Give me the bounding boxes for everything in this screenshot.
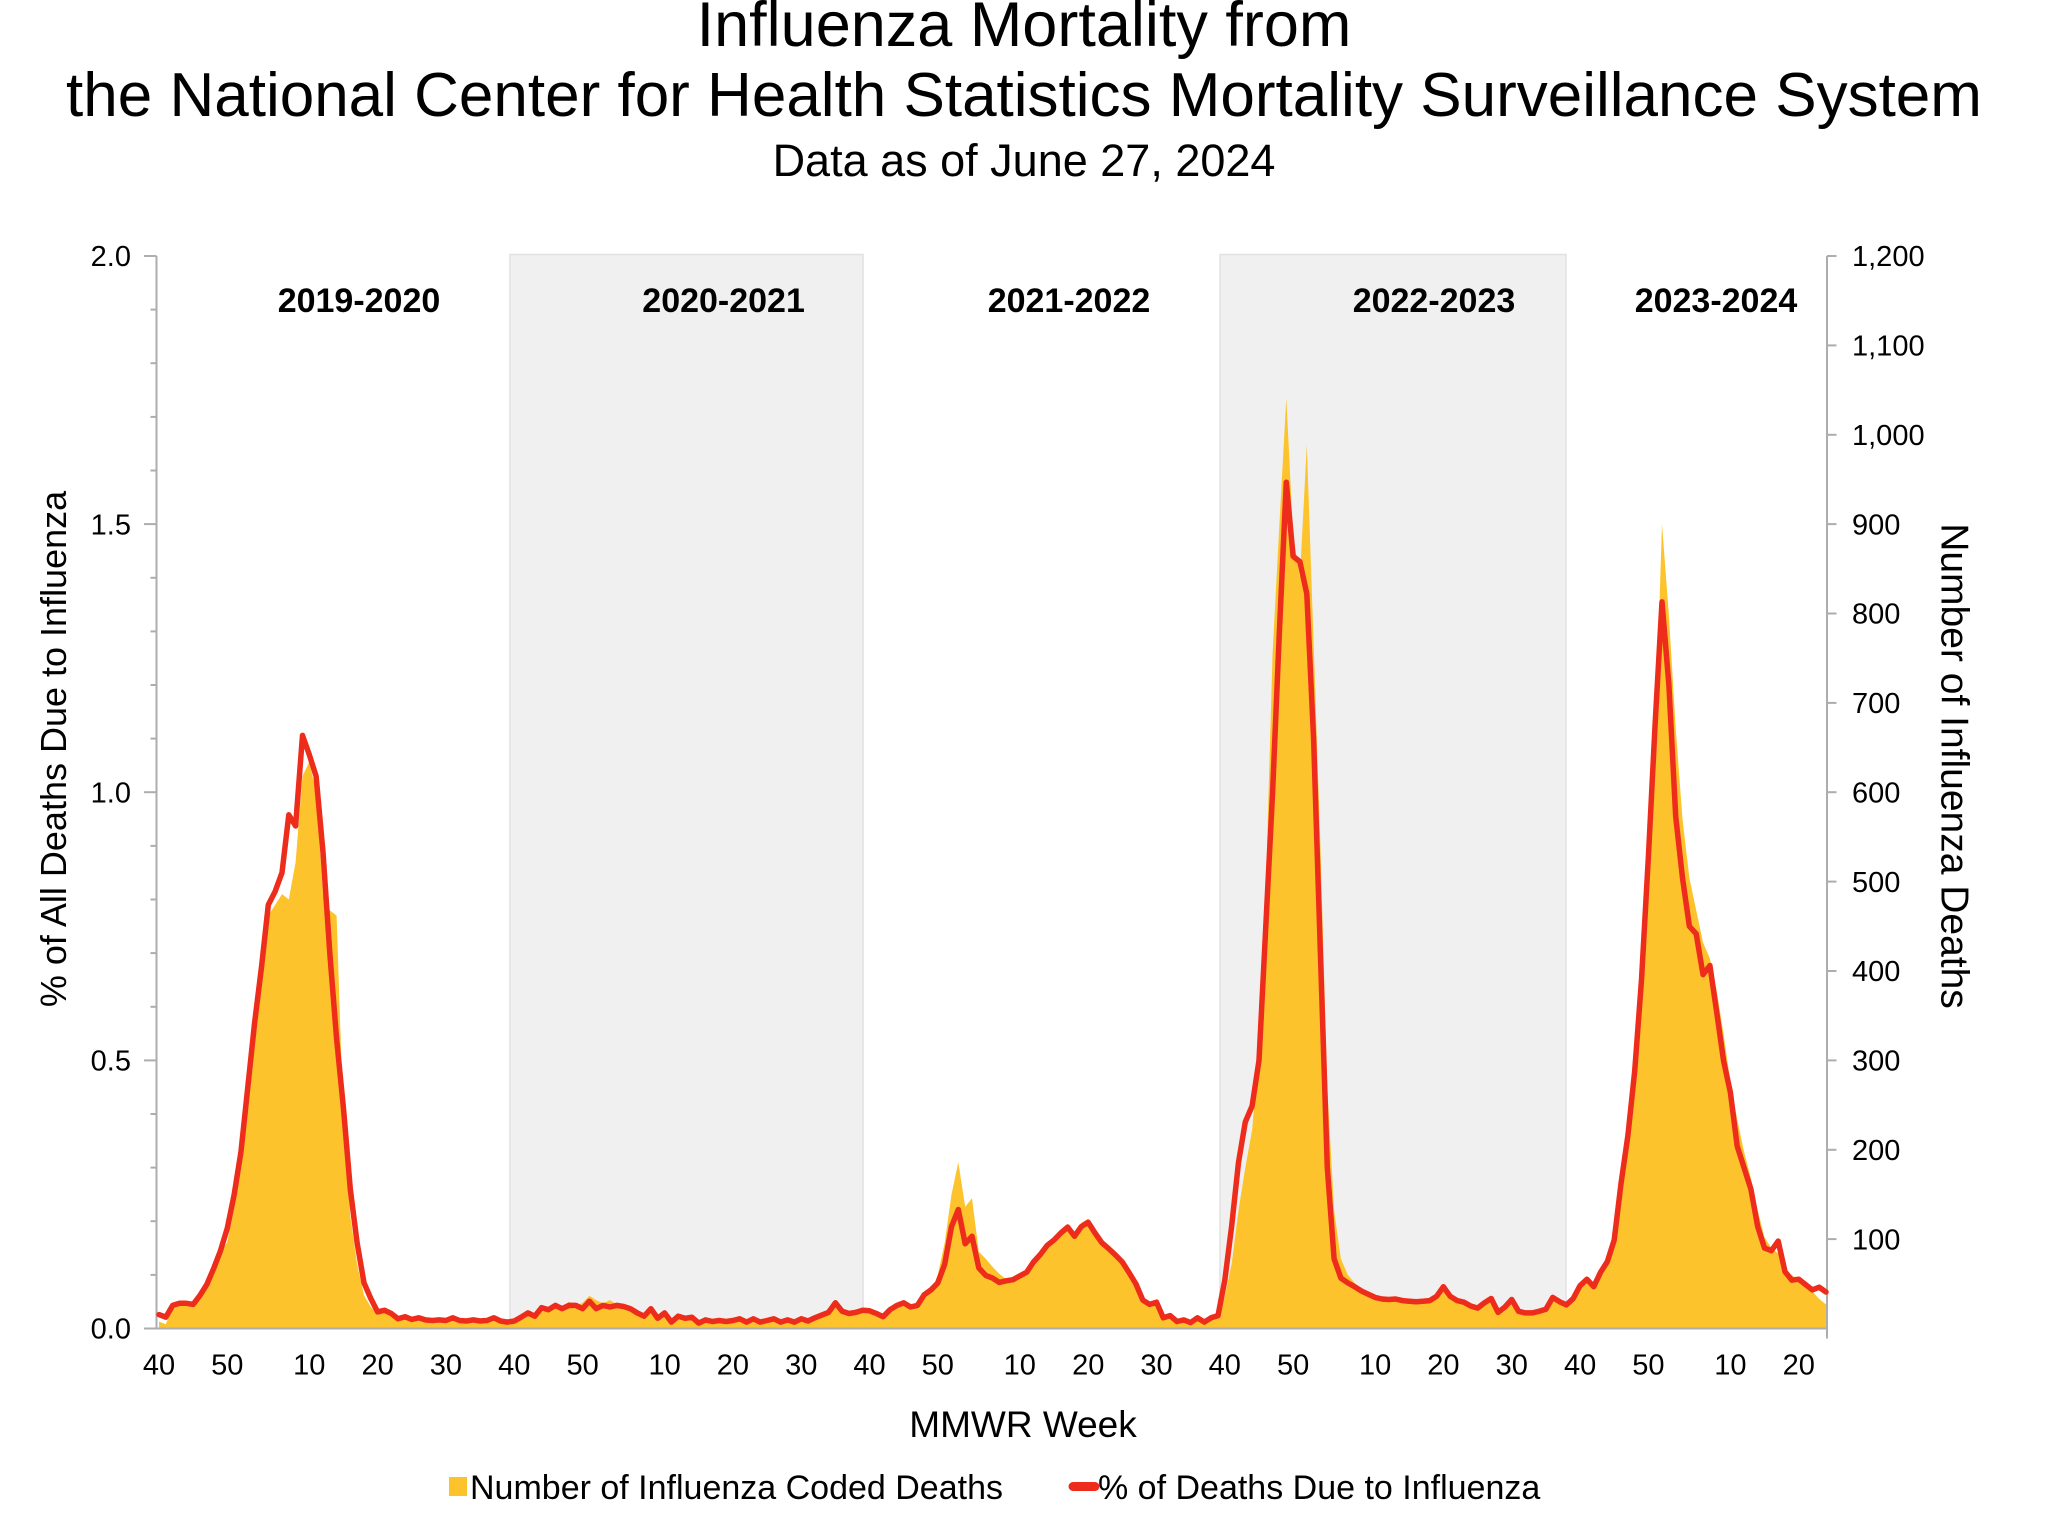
svg-text:100: 100 — [1852, 1224, 1900, 1256]
svg-text:900: 900 — [1852, 509, 1900, 541]
svg-text:30: 30 — [1496, 1350, 1528, 1382]
svg-text:10: 10 — [1714, 1350, 1746, 1382]
svg-text:1.0: 1.0 — [91, 778, 131, 810]
svg-text:0.0: 0.0 — [91, 1314, 131, 1346]
svg-text:MMWR Week: MMWR Week — [909, 1404, 1137, 1445]
svg-text:1,100: 1,100 — [1852, 331, 1925, 363]
svg-text:800: 800 — [1852, 599, 1900, 631]
svg-text:Data as of June 27, 2024: Data as of June 27, 2024 — [773, 135, 1276, 186]
svg-text:50: 50 — [211, 1350, 243, 1382]
svg-text:40: 40 — [853, 1350, 885, 1382]
svg-text:200: 200 — [1852, 1135, 1900, 1167]
svg-text:40: 40 — [1564, 1350, 1596, 1382]
svg-text:2020-2021: 2020-2021 — [642, 282, 805, 320]
svg-text:50: 50 — [566, 1350, 598, 1382]
svg-text:10: 10 — [648, 1350, 680, 1382]
svg-text:2.0: 2.0 — [91, 241, 131, 273]
svg-text:40: 40 — [1209, 1350, 1241, 1382]
svg-text:400: 400 — [1852, 956, 1900, 988]
svg-text:20: 20 — [717, 1350, 749, 1382]
svg-text:10: 10 — [1004, 1350, 1036, 1382]
svg-text:30: 30 — [1140, 1350, 1172, 1382]
svg-text:2021-2022: 2021-2022 — [988, 282, 1151, 320]
svg-text:10: 10 — [1359, 1350, 1391, 1382]
svg-text:50: 50 — [922, 1350, 954, 1382]
svg-text:30: 30 — [785, 1350, 817, 1382]
svg-text:20: 20 — [1072, 1350, 1104, 1382]
svg-text:2022-2023: 2022-2023 — [1353, 282, 1516, 320]
svg-text:20: 20 — [1783, 1350, 1815, 1382]
svg-text:40: 40 — [498, 1350, 530, 1382]
svg-text:1.5: 1.5 — [91, 509, 131, 541]
svg-text:Number of Influenza Deaths: Number of Influenza Deaths — [1933, 523, 1976, 1009]
svg-text:50: 50 — [1277, 1350, 1309, 1382]
svg-text:0.5: 0.5 — [91, 1046, 131, 1078]
svg-text:1,000: 1,000 — [1852, 420, 1925, 452]
svg-text:50: 50 — [1632, 1350, 1664, 1382]
svg-text:20: 20 — [361, 1350, 393, 1382]
svg-text:1,200: 1,200 — [1852, 241, 1925, 273]
svg-text:2023-2024: 2023-2024 — [1635, 282, 1798, 320]
svg-text:% of All Deaths Due to Influen: % of All Deaths Due to Influenza — [33, 490, 74, 1007]
svg-text:600: 600 — [1852, 778, 1900, 810]
svg-text:the National Center for Health: the National Center for Health Statistic… — [66, 61, 1982, 130]
svg-text:2019-2020: 2019-2020 — [278, 282, 441, 320]
svg-text:700: 700 — [1852, 688, 1900, 720]
svg-text:30: 30 — [430, 1350, 462, 1382]
svg-text:% of Deaths Due to Influenza: % of Deaths Due to Influenza — [1098, 1469, 1540, 1507]
svg-text:Influenza Mortality from: Influenza Mortality from — [697, 0, 1352, 60]
svg-text:Number of Influenza Coded Deat: Number of Influenza Coded Deaths — [470, 1469, 1003, 1507]
svg-text:10: 10 — [293, 1350, 325, 1382]
svg-text:300: 300 — [1852, 1046, 1900, 1078]
svg-text:40: 40 — [143, 1350, 175, 1382]
svg-text:500: 500 — [1852, 867, 1900, 899]
svg-text:20: 20 — [1427, 1350, 1459, 1382]
